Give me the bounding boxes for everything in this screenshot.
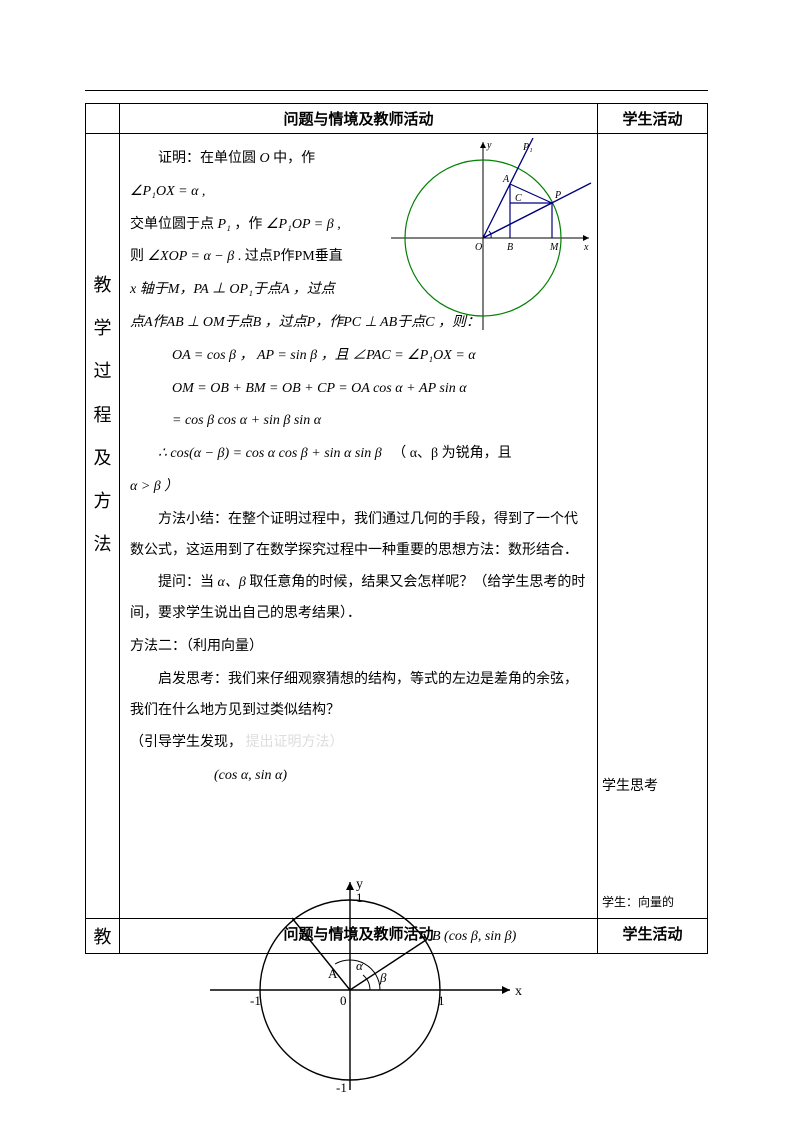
table-header-row: 问题与情境及教师活动 学生活动 bbox=[86, 104, 708, 134]
eq-3: ∠XOP = α − β bbox=[148, 249, 235, 264]
svg-text:x: x bbox=[515, 984, 522, 999]
l2b: P₁ bbox=[218, 217, 231, 232]
unit-circle-figure-1: O B M x y A C P P₁ bbox=[383, 138, 593, 338]
p5b: 提出证明方法） bbox=[246, 735, 344, 750]
table-body-row: 教 学 过 程 及 方 法 bbox=[86, 134, 708, 919]
l2c: ，作 bbox=[234, 217, 262, 232]
svg-text:A: A bbox=[502, 174, 510, 185]
eq-5: OM = OB + BM = OB + CP = OA cos α + AP s… bbox=[130, 374, 587, 405]
eq-7: ∴ cos(α − β) = cos α cos β + sin α sin β… bbox=[130, 439, 587, 470]
para-method-summary: 方法小结：在整个证明过程中，我们通过几何的手段，得到了一个代数公式，这运用到了在… bbox=[130, 505, 587, 567]
main-table: 问题与情境及教师活动 学生活动 教 学 过 程 及 方 法 bbox=[85, 103, 708, 954]
svg-text:0: 0 bbox=[340, 993, 347, 1008]
svg-text:P₁: P₁ bbox=[522, 142, 533, 153]
side-label: 教 学 过 程 及 方 法 bbox=[86, 134, 120, 919]
eq-4: OA = cos β ， AP = sin β ，且 ∠PAC = ∠P₁OX … bbox=[130, 341, 587, 372]
svg-text:O: O bbox=[475, 242, 482, 253]
side-char-4: 及 bbox=[87, 437, 118, 480]
l1b: O bbox=[260, 151, 270, 166]
svg-text:C: C bbox=[515, 193, 522, 204]
labB-text: B (cos β, sin β) bbox=[432, 929, 517, 944]
header-activity: 学生活动 bbox=[598, 104, 708, 134]
side-char-2: 过 bbox=[87, 350, 118, 393]
svg-text:M: M bbox=[549, 242, 559, 253]
eq-2: ∠P₁OP = β , bbox=[266, 217, 341, 232]
header-activity-2: 学生活动 bbox=[598, 919, 708, 954]
svg-text:x: x bbox=[583, 242, 589, 253]
side-char-1: 学 bbox=[87, 307, 118, 350]
svg-text:P: P bbox=[554, 190, 561, 201]
l3b: . 过点P作PM垂直 bbox=[238, 249, 343, 264]
eq-6: = cos β cos α + sin β sin α bbox=[130, 406, 587, 437]
unit-circle-figure-2: x y 0 1 -1 1 -1 A α β B (cos β, sin β) bbox=[180, 870, 480, 1090]
para-question: 提问：当 α、β 取任意角的时候，结果又会怎样呢？（给学生思考的时间，要求学生说… bbox=[130, 568, 587, 630]
svg-text:y: y bbox=[486, 140, 492, 151]
l1a: 证明：在单位圆 bbox=[158, 151, 256, 166]
l3a: 则 bbox=[130, 249, 144, 264]
svg-text:1: 1 bbox=[438, 993, 445, 1008]
l4: x 轴于M，PA ⊥ OP₁于点A ，过点 bbox=[130, 282, 335, 297]
l1c: 中，作 bbox=[273, 151, 315, 166]
side2: 教 bbox=[86, 919, 120, 954]
header-main: 问题与情境及教师活动 bbox=[120, 104, 598, 134]
side-char-6: 法 bbox=[87, 523, 118, 566]
header-side-empty bbox=[86, 104, 120, 134]
svg-text:-1: -1 bbox=[250, 993, 261, 1008]
svg-text:β: β bbox=[379, 970, 387, 985]
label-A-coords: (cos α, sin α) bbox=[130, 761, 587, 792]
svg-text:B: B bbox=[507, 242, 513, 253]
svg-text:A: A bbox=[328, 966, 338, 981]
para-method2: 方法二：（利用向量） bbox=[130, 632, 587, 663]
side-char-5: 方 bbox=[87, 480, 118, 523]
svg-text:1: 1 bbox=[356, 890, 363, 905]
p2b: α、β bbox=[218, 575, 246, 590]
svg-text:-1: -1 bbox=[336, 1080, 347, 1095]
side-char-3: 程 bbox=[87, 394, 118, 437]
activity-note-2: 学生：向量的 bbox=[602, 892, 703, 914]
p2a: 提问：当 bbox=[158, 575, 214, 590]
activity-note-1: 学生思考 bbox=[602, 774, 703, 799]
p5: （引导学生发现， bbox=[130, 735, 242, 750]
eq-8: α > β ） bbox=[130, 472, 587, 503]
page: 问题与情境及教师活动 学生活动 教 学 过 程 及 方 法 bbox=[0, 0, 793, 1122]
activity-cell: 学生思考 学生：向量的 bbox=[598, 134, 708, 919]
top-rule bbox=[85, 90, 708, 91]
eq7b: （ α、β 为锐角，且 bbox=[392, 446, 511, 461]
l2a: 交单位圆于点 bbox=[130, 217, 214, 232]
svg-text:α: α bbox=[356, 958, 364, 973]
content-cell: O B M x y A C P P₁ 证明：在单位圆 O 中，作 ∠P₁OX =… bbox=[120, 134, 598, 919]
labA-text: (cos α, sin α) bbox=[214, 768, 287, 783]
para-guide: （引导学生发现， 提出证明方法） bbox=[130, 728, 587, 759]
para-inspire: 启发思考：我们来仔细观察猜想的结构，等式的左边是差角的余弦，我们在什么地方见到过… bbox=[130, 665, 587, 727]
eq7a: ∴ cos(α − β) = cos α cos β + sin α sin β bbox=[158, 446, 382, 461]
side-char-0: 教 bbox=[87, 264, 118, 307]
